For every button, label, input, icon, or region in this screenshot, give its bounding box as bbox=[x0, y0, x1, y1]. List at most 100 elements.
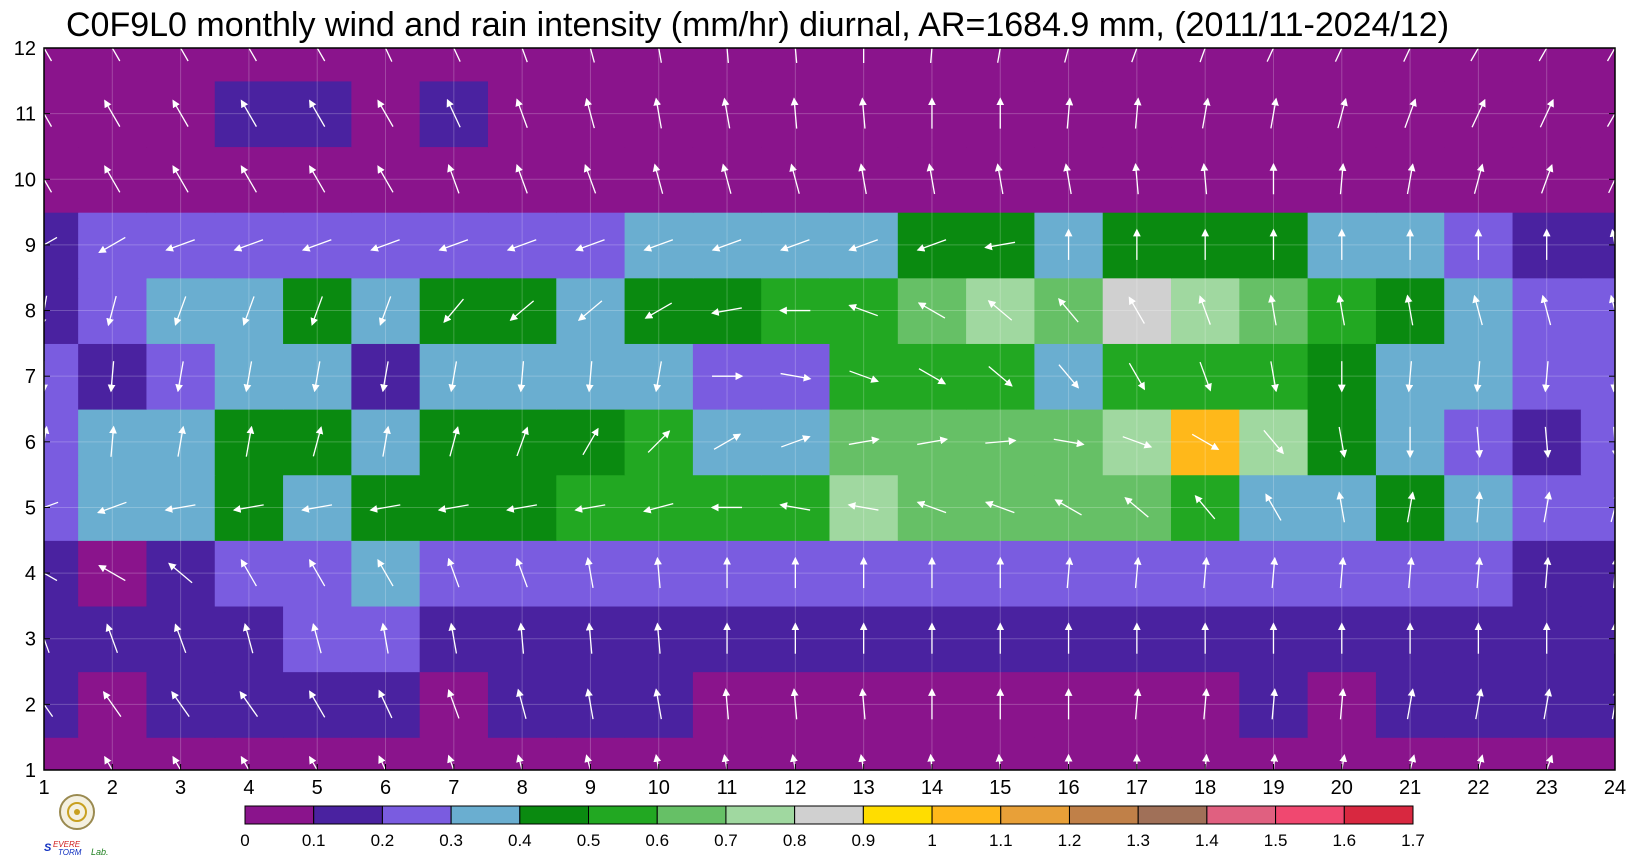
wind-arrow bbox=[377, 558, 394, 587]
x-tick-label: 24 bbox=[1604, 777, 1626, 799]
wind-arrow bbox=[584, 754, 593, 770]
wind-arrow bbox=[653, 688, 662, 720]
wind-arrow bbox=[859, 688, 867, 720]
wind-arrow bbox=[1124, 496, 1149, 518]
wind-arrow bbox=[1608, 177, 1615, 194]
wind-arrow bbox=[1540, 163, 1554, 194]
wind-arrow bbox=[858, 163, 867, 195]
wind-arrow bbox=[248, 48, 257, 62]
wind-arrow bbox=[311, 361, 321, 393]
wind-arrow bbox=[794, 48, 798, 63]
wind-arrow bbox=[1471, 98, 1486, 128]
wind-arrow bbox=[239, 691, 259, 718]
wind-arrow bbox=[1191, 433, 1220, 450]
wind-arrow bbox=[1611, 688, 1615, 720]
wind-arrow bbox=[575, 239, 605, 252]
y-tick-label: 7 bbox=[25, 366, 36, 388]
wind-arrow bbox=[1199, 361, 1212, 392]
x-tick-label: 22 bbox=[1467, 777, 1489, 799]
wind-arrow bbox=[780, 239, 810, 252]
wind-arrow bbox=[1270, 97, 1279, 129]
wind-arrow bbox=[438, 239, 469, 252]
wind-arrow bbox=[1132, 163, 1141, 195]
wind-arrow bbox=[1475, 556, 1484, 589]
wind-arrow bbox=[1128, 296, 1145, 324]
colorbar-tick-label: 0.5 bbox=[577, 831, 601, 850]
x-tick-label: 20 bbox=[1331, 777, 1353, 799]
heatmap-cell bbox=[487, 48, 557, 82]
wind-arrow bbox=[1542, 361, 1550, 393]
x-tick-label: 8 bbox=[517, 777, 528, 799]
wind-arrow bbox=[642, 502, 674, 514]
colorbar-swatch bbox=[656, 805, 727, 825]
wind-arrow bbox=[516, 754, 524, 770]
wind-arrow bbox=[984, 241, 1016, 251]
wind-arrow bbox=[654, 622, 662, 654]
wind-arrow bbox=[175, 361, 184, 393]
wind-arrow bbox=[721, 753, 730, 770]
wind-arrow bbox=[1338, 163, 1347, 195]
wind-arrow bbox=[917, 302, 946, 319]
x-tick-label: 6 bbox=[380, 777, 391, 799]
wind-arrow bbox=[994, 163, 1004, 195]
wind-arrow bbox=[516, 426, 529, 457]
wind-arrow bbox=[384, 48, 393, 62]
wind-arrow bbox=[653, 753, 662, 770]
wind-arrow bbox=[781, 435, 811, 448]
wind-arrow bbox=[585, 557, 594, 588]
wind-arrow bbox=[111, 48, 121, 62]
wind-arrow bbox=[96, 501, 127, 515]
wind-arrow bbox=[1609, 294, 1615, 314]
wind-arrow bbox=[104, 99, 121, 127]
wind-arrow bbox=[1065, 97, 1074, 129]
wind-arrow bbox=[1266, 48, 1275, 62]
wind-arrow bbox=[516, 688, 527, 720]
wind-arrow bbox=[98, 236, 126, 254]
wind-arrow bbox=[789, 163, 800, 194]
colorbar-swatch bbox=[519, 805, 590, 825]
x-tick-label: 1 bbox=[38, 777, 49, 799]
wind-arrow bbox=[1058, 364, 1080, 389]
wind-arrow bbox=[858, 753, 867, 770]
wind-arrow bbox=[446, 98, 461, 128]
y-tick-label: 11 bbox=[15, 104, 36, 126]
wind-arrow bbox=[168, 562, 193, 584]
wind-arrow bbox=[44, 112, 53, 127]
wind-arrow bbox=[1194, 494, 1216, 520]
colorbar-swatch bbox=[725, 805, 796, 825]
x-tick-label: 19 bbox=[1262, 777, 1284, 799]
wind-arrow bbox=[309, 165, 326, 193]
heatmap-cell bbox=[44, 48, 79, 82]
colorbar-swatch bbox=[1206, 805, 1277, 825]
wind-arrow bbox=[164, 504, 196, 513]
wind-arrow bbox=[240, 165, 257, 193]
heatmap-cell bbox=[1307, 48, 1377, 82]
wind-arrow bbox=[448, 622, 458, 654]
y-tick-label: 2 bbox=[25, 694, 36, 716]
colorbar-tick-label: 1.1 bbox=[989, 831, 1013, 850]
heatmap-cell bbox=[419, 48, 489, 82]
wind-arrow bbox=[1270, 556, 1279, 589]
wind-arrow bbox=[653, 361, 662, 393]
wind-arrow bbox=[779, 502, 811, 511]
wind-arrow bbox=[711, 239, 742, 252]
colorbar-swatch bbox=[450, 805, 521, 825]
wind-arrow bbox=[848, 436, 880, 446]
heatmap-cell bbox=[556, 48, 626, 82]
wind-arrow bbox=[312, 426, 324, 457]
heatmap-cells bbox=[44, 48, 1615, 770]
x-tick-label: 21 bbox=[1399, 777, 1421, 799]
plot-frame bbox=[43, 47, 1616, 771]
colorbar-swatch bbox=[931, 805, 1002, 825]
wind-arrow bbox=[378, 689, 393, 719]
wind-arrow bbox=[301, 239, 332, 252]
wind-arrow bbox=[1543, 426, 1552, 459]
wind-arrow bbox=[1540, 294, 1552, 326]
wind-arrow bbox=[369, 504, 401, 513]
wind-arrow bbox=[242, 622, 254, 654]
wind-arrow bbox=[310, 296, 323, 326]
wind-arrow bbox=[918, 368, 947, 385]
x-tick-label: 14 bbox=[921, 777, 943, 799]
wind-arrow bbox=[926, 163, 936, 195]
colorbar-tick-label: 0.7 bbox=[714, 831, 738, 850]
